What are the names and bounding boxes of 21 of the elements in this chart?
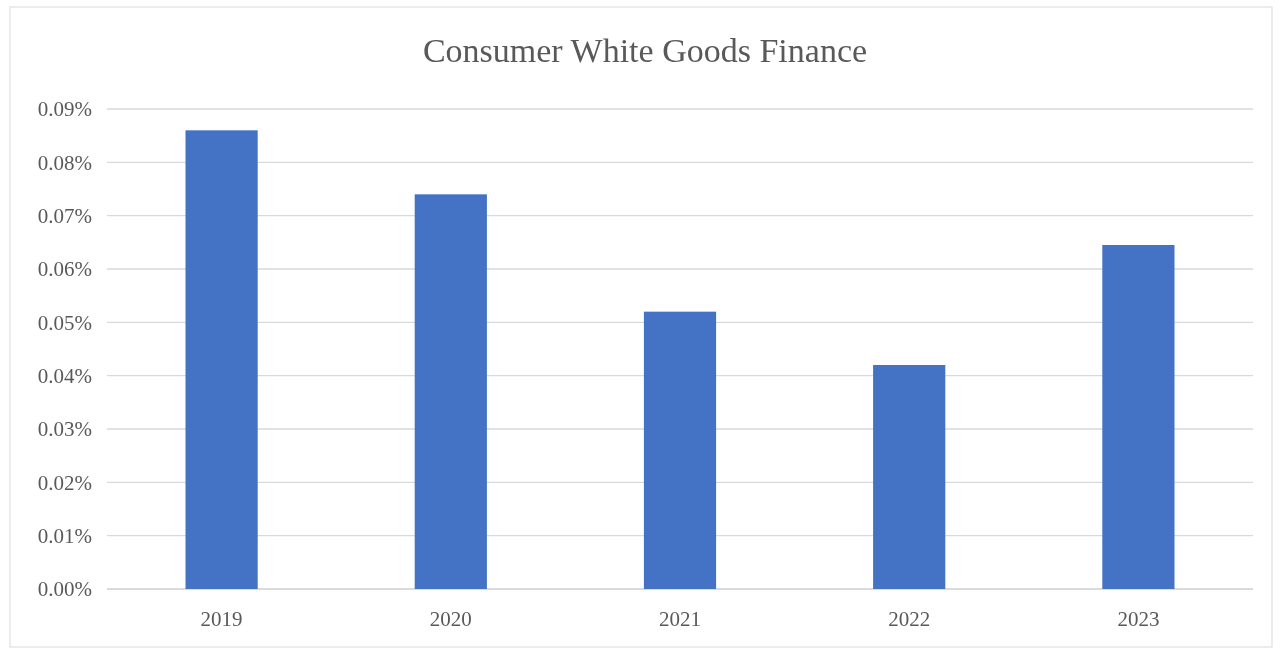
bar bbox=[1102, 245, 1175, 589]
y-tick-label: 0.08% bbox=[37, 150, 92, 175]
x-tick-label: 2023 bbox=[1117, 607, 1160, 631]
y-tick-label: 0.01% bbox=[37, 524, 92, 549]
x-tick-label: 2022 bbox=[888, 607, 931, 631]
y-tick-label: 0.06% bbox=[37, 257, 92, 282]
y-tick-label: 0.09% bbox=[37, 97, 92, 122]
bar bbox=[873, 365, 946, 589]
y-tick-label: 0.05% bbox=[37, 310, 92, 335]
y-tick-label: 0.07% bbox=[37, 204, 92, 229]
bar bbox=[643, 311, 717, 589]
x-tick-label: 2020 bbox=[429, 607, 472, 631]
x-tick-label: 2019 bbox=[200, 607, 243, 631]
bar bbox=[414, 194, 487, 589]
y-tick-label: 0.04% bbox=[37, 364, 92, 389]
y-tick-label: 0.02% bbox=[37, 470, 92, 495]
chart-title: Consumer White Goods Finance bbox=[422, 32, 868, 69]
x-tick-label: 2021 bbox=[659, 607, 701, 631]
y-tick-label: 0.03% bbox=[37, 417, 92, 442]
y-tick-label: 0.00% bbox=[37, 577, 92, 602]
bar bbox=[185, 130, 258, 589]
